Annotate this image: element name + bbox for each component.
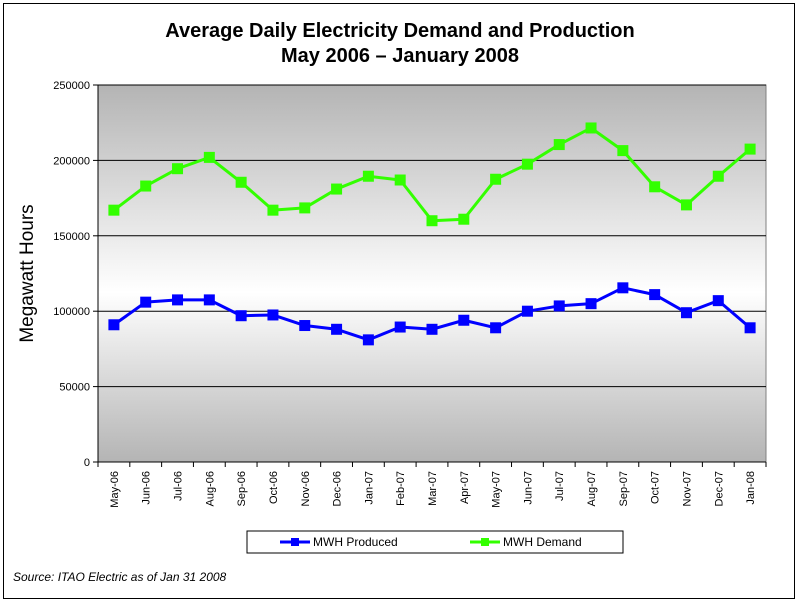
data-point-produced: [203, 294, 215, 306]
legend-box: [246, 530, 624, 554]
data-point-produced: [744, 322, 756, 334]
data-point-demand: [299, 202, 311, 214]
plot-area: [97, 84, 767, 463]
data-point-demand: [680, 199, 692, 211]
x-tick-label: Jul-07: [554, 471, 566, 501]
source-note: Source: ITAO Electric as of Jan 31 2008: [13, 570, 227, 584]
data-point-demand: [140, 180, 152, 192]
data-point-demand: [331, 183, 343, 195]
data-point-demand: [553, 139, 565, 151]
x-tick-label: Jan-08: [745, 471, 757, 505]
x-tick-label: Dec-07: [713, 471, 725, 506]
data-point-demand: [649, 181, 661, 193]
data-point-produced: [426, 323, 438, 335]
x-tick-label: Oct-06: [268, 471, 280, 504]
x-tick-label: Mar-07: [427, 471, 439, 506]
data-point-demand: [521, 158, 533, 170]
data-point-produced: [458, 314, 470, 326]
x-tick-label: Jun-06: [141, 471, 153, 505]
data-point-produced: [299, 320, 311, 332]
data-point-demand: [108, 204, 120, 216]
data-point-demand: [172, 163, 184, 175]
data-point-produced: [108, 319, 120, 331]
data-point-demand: [712, 170, 724, 182]
data-point-produced: [712, 295, 724, 307]
y-axis-label: Megawatt Hours: [17, 204, 38, 342]
data-point-produced: [267, 309, 279, 321]
x-tick-label: May-07: [491, 471, 503, 508]
legend-marker: [291, 538, 299, 546]
x-tick-label: Feb-07: [395, 471, 407, 506]
y-tick-label: 200000: [53, 155, 90, 167]
data-point-produced: [521, 305, 533, 317]
x-tick-label: Sep-07: [618, 471, 630, 506]
data-point-demand: [458, 213, 470, 225]
x-tick-label: Apr-07: [459, 471, 471, 504]
x-tick-label: Nov-07: [681, 471, 693, 506]
x-tick-label: May-06: [109, 471, 121, 508]
y-tick-label: 0: [84, 457, 90, 469]
x-tick-label: Dec-06: [332, 471, 344, 506]
x-tick-label: Jun-07: [522, 471, 534, 505]
y-tick-label: 100000: [53, 306, 90, 318]
data-point-produced: [140, 296, 152, 308]
data-point-produced: [394, 321, 406, 333]
legend-label: MWH Produced: [313, 535, 398, 549]
data-point-demand: [426, 215, 438, 227]
data-point-produced: [172, 294, 184, 306]
legend-marker: [481, 538, 489, 546]
x-tick-label: Aug-06: [204, 471, 216, 506]
x-tick-label: Jul-06: [173, 471, 185, 501]
data-point-produced: [553, 300, 565, 312]
data-point-demand: [490, 173, 502, 185]
y-tick-label: 250000: [53, 80, 90, 92]
data-point-demand: [617, 145, 629, 157]
data-point-produced: [585, 298, 597, 310]
x-tick-label: Jan-07: [363, 471, 375, 505]
data-point-produced: [331, 323, 343, 335]
legend-label: MWH Demand: [503, 535, 582, 549]
chart-title-line-2: May 2006 – January 2008: [281, 45, 519, 67]
data-point-produced: [490, 322, 502, 334]
data-point-demand: [362, 170, 374, 182]
data-point-produced: [235, 310, 247, 322]
data-point-produced: [649, 289, 661, 301]
data-point-demand: [394, 174, 406, 186]
data-point-demand: [267, 204, 279, 216]
data-point-demand: [203, 151, 215, 163]
data-point-produced: [362, 334, 374, 346]
y-tick-label: 50000: [59, 382, 90, 394]
x-tick-label: Aug-07: [586, 471, 598, 506]
x-tick-label: Sep-06: [236, 471, 248, 506]
data-point-demand: [744, 143, 756, 155]
chart-frame: [3, 3, 795, 599]
y-tick-label: 150000: [53, 231, 90, 243]
x-tick-label: Nov-06: [300, 471, 312, 506]
data-point-produced: [680, 307, 692, 319]
chart-title-line-1: Average Daily Electricity Demand and Pro…: [165, 20, 635, 42]
data-point-demand: [585, 122, 597, 134]
data-point-demand: [235, 176, 247, 188]
x-tick-label: Oct-07: [650, 471, 662, 504]
data-point-produced: [617, 282, 629, 294]
